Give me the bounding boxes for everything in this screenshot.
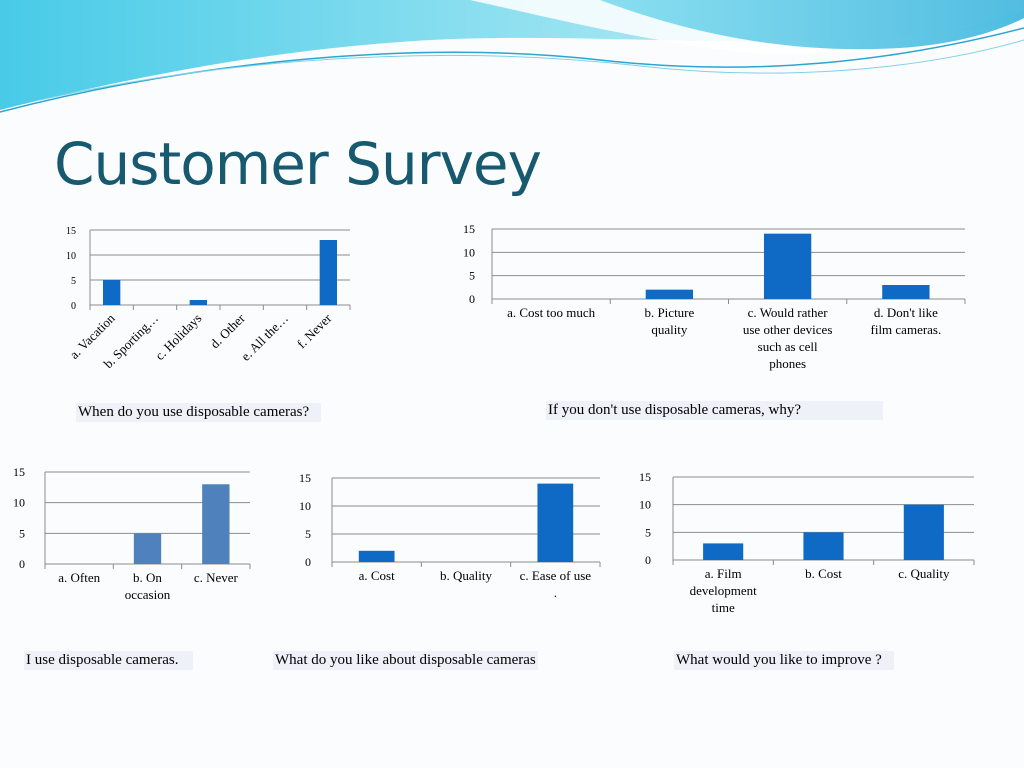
y-tick-label: 0 <box>469 292 475 306</box>
chart-why-not-use: 0 5 10 15 a. Cost too much b. Picture quality c… <box>463 222 966 371</box>
bar <box>537 483 574 562</box>
x-tick-label: d. Other <box>207 310 248 351</box>
y-tick-label: 5 <box>469 269 475 283</box>
bar <box>319 240 337 305</box>
chart-improve: 0 5 10 15 a. Film development time b. Cost c. Qu… <box>640 470 975 615</box>
slide-title: Customer Survey <box>54 130 542 198</box>
bar <box>103 280 121 305</box>
y-tick-label: 15 <box>300 471 311 485</box>
y-tick-label: 15 <box>66 226 76 237</box>
chart-i-use: 0 5 10 15 a. Often b. On occasion c. Never <box>13 465 251 602</box>
bar <box>189 300 207 305</box>
y-tick-label: 10 <box>463 245 475 259</box>
bar <box>882 285 930 299</box>
x-tick-label: c. Holidays <box>152 311 204 363</box>
x-tick-label: a. Often <box>58 570 100 585</box>
x-tick-label: c. Quality <box>898 566 950 581</box>
x-tick-label: c. Never <box>194 570 239 585</box>
y-tick-label: 5 <box>71 276 76 287</box>
x-tick-label: a. Cost too much <box>507 305 596 320</box>
bar <box>202 484 230 564</box>
bar <box>358 550 395 562</box>
bar <box>645 289 694 299</box>
y-tick-label: 0 <box>305 555 311 569</box>
x-tick-label: a. Cost <box>359 568 396 583</box>
bar <box>903 504 944 560</box>
x-tick-label: f. Never <box>294 310 335 351</box>
y-tick-label: 10 <box>66 251 76 262</box>
y-tick-label: 10 <box>300 499 311 513</box>
y-tick-label: 5 <box>645 525 651 539</box>
bar <box>803 532 844 560</box>
x-tick-label: a. Film development time <box>690 566 758 615</box>
y-tick-label: 5 <box>19 526 25 540</box>
caption-why-not-use: If you don't use disposable cameras, why… <box>546 401 884 420</box>
x-tick-label: c. Ease of use. <box>520 568 592 600</box>
y-tick-label: 15 <box>463 222 475 236</box>
y-tick-label: 0 <box>19 557 25 571</box>
caption-i-use: I use disposable cameras. <box>24 651 194 670</box>
bar <box>763 233 812 299</box>
x-tick-label: b. Cost <box>805 566 842 581</box>
y-tick-label: 0 <box>645 553 651 567</box>
bar <box>133 533 162 564</box>
caption-like-about: What do you like about disposable camera… <box>273 651 538 670</box>
bar <box>703 543 744 560</box>
x-tick-label: b. Quality <box>440 568 492 583</box>
y-tick-label: 15 <box>640 470 651 484</box>
x-tick-label: d. Don't like film cameras. <box>871 305 942 337</box>
y-tick-label: 10 <box>13 496 25 510</box>
x-tick-label: e. All the… <box>238 311 291 364</box>
x-tick-label: c. Would rather use other devices such as … <box>743 305 833 371</box>
x-tick-label: b. Picture quality <box>644 305 694 337</box>
y-tick-label: 10 <box>640 498 651 512</box>
chart-like-about: 0 5 10 15 a. Cost b. Quality c. Ease of use. <box>300 471 601 600</box>
y-tick-label: 5 <box>305 527 311 541</box>
x-tick-label: b. On occasion <box>125 570 171 602</box>
y-tick-label: 0 <box>71 301 76 312</box>
caption-improve: What would you like to improve ? <box>674 651 894 670</box>
header-wave-decoration <box>0 0 1024 113</box>
caption-when-use: When do you use disposable cameras? <box>76 403 322 422</box>
y-tick-label: 15 <box>13 465 25 479</box>
